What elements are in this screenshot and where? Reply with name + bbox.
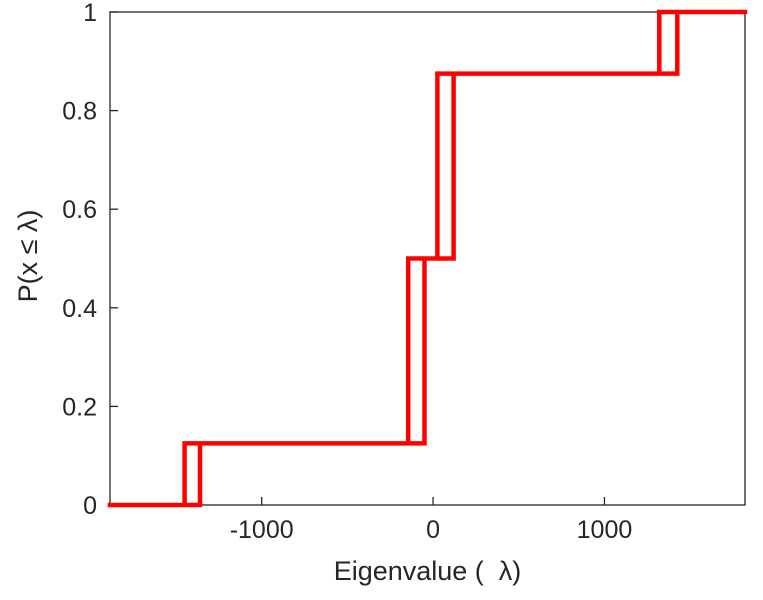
y-tick-label: 0.2 bbox=[62, 393, 97, 421]
y-tick-label: 0 bbox=[83, 492, 97, 520]
y-axis-label: P(x ≤ λ) bbox=[13, 209, 43, 303]
ecdf-step-line bbox=[107, 9, 748, 508]
y-tick-label: 0.6 bbox=[62, 196, 97, 224]
x-axis-label: Eigenvalue ( λ) bbox=[333, 556, 522, 586]
axes-box bbox=[109, 11, 746, 506]
x-tick-label: 0 bbox=[426, 516, 440, 544]
x-tick-label: 1000 bbox=[577, 516, 633, 544]
y-tick-label: 0.4 bbox=[62, 295, 97, 323]
y-tick-label: 1 bbox=[83, 0, 97, 27]
x-tick-label: -1000 bbox=[230, 516, 294, 544]
y-tick-label: 0.8 bbox=[62, 98, 97, 126]
